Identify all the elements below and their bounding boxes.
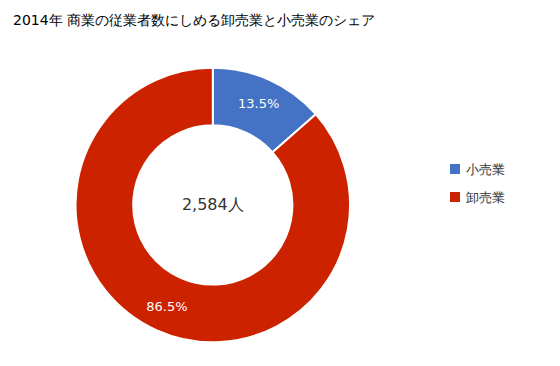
svg-text:2014年 商業の従業者数にしめる卸売業と小売業のシェア: 2014年 商業の従業者数にしめる卸売業と小売業のシェア — [13, 12, 375, 28]
svg-text:86.5%: 86.5% — [146, 299, 187, 314]
svg-text:13.5%: 13.5% — [238, 96, 279, 111]
svg-text:小売業: 小売業 — [466, 162, 505, 177]
svg-text:卸売業: 卸売業 — [466, 190, 505, 205]
svg-text:2,584人: 2,584人 — [182, 195, 244, 214]
